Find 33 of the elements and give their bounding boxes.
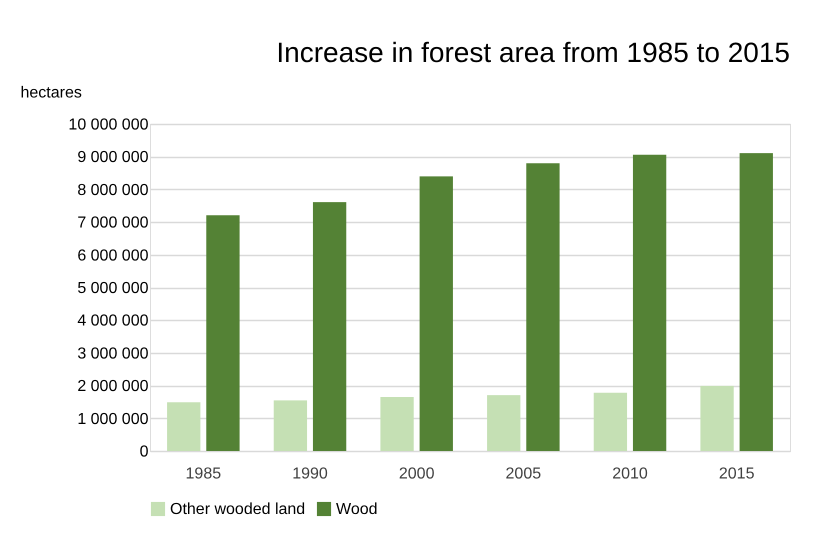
y-tick-label: 5 000 000 [77,280,149,297]
y-axis-title: hectares [20,84,82,102]
bar [206,215,240,451]
y-tick-label: 2 000 000 [77,378,149,396]
x-tick-label: 2000 [398,466,435,482]
bar [312,202,346,451]
legend-label: Wood [336,501,378,518]
x-tick-label: 1990 [292,466,328,482]
bar [274,400,308,451]
y-tick-label: 4 000 000 [77,312,149,330]
y-tick-label: 8 000 000 [77,182,149,199]
y-tick-label: 1 000 000 [77,410,149,428]
bar [700,386,734,451]
y-tick-label: 3 000 000 [77,345,149,362]
legend-label: Other wooded land [170,501,306,518]
bar [487,395,520,451]
bar [740,153,773,451]
x-tick-label: 2010 [612,466,648,482]
bar [526,163,560,451]
bar [594,392,628,451]
y-tick-label: 0 [140,444,149,460]
bar [380,397,414,451]
x-tick-label: 2005 [506,466,542,482]
bar [420,176,453,451]
bar [167,402,200,451]
chart-title: Increase in forest area from 1985 to 2015 [276,37,790,68]
x-tick-label: 1985 [186,466,222,482]
y-tick-label: 10 000 000 [68,116,149,134]
x-tick-label: 2015 [718,466,755,482]
y-tick-label: 6 000 000 [77,247,149,264]
y-tick-label: 9 000 000 [77,149,149,166]
bar [632,154,666,451]
y-tick-label: 7 000 000 [77,214,149,232]
